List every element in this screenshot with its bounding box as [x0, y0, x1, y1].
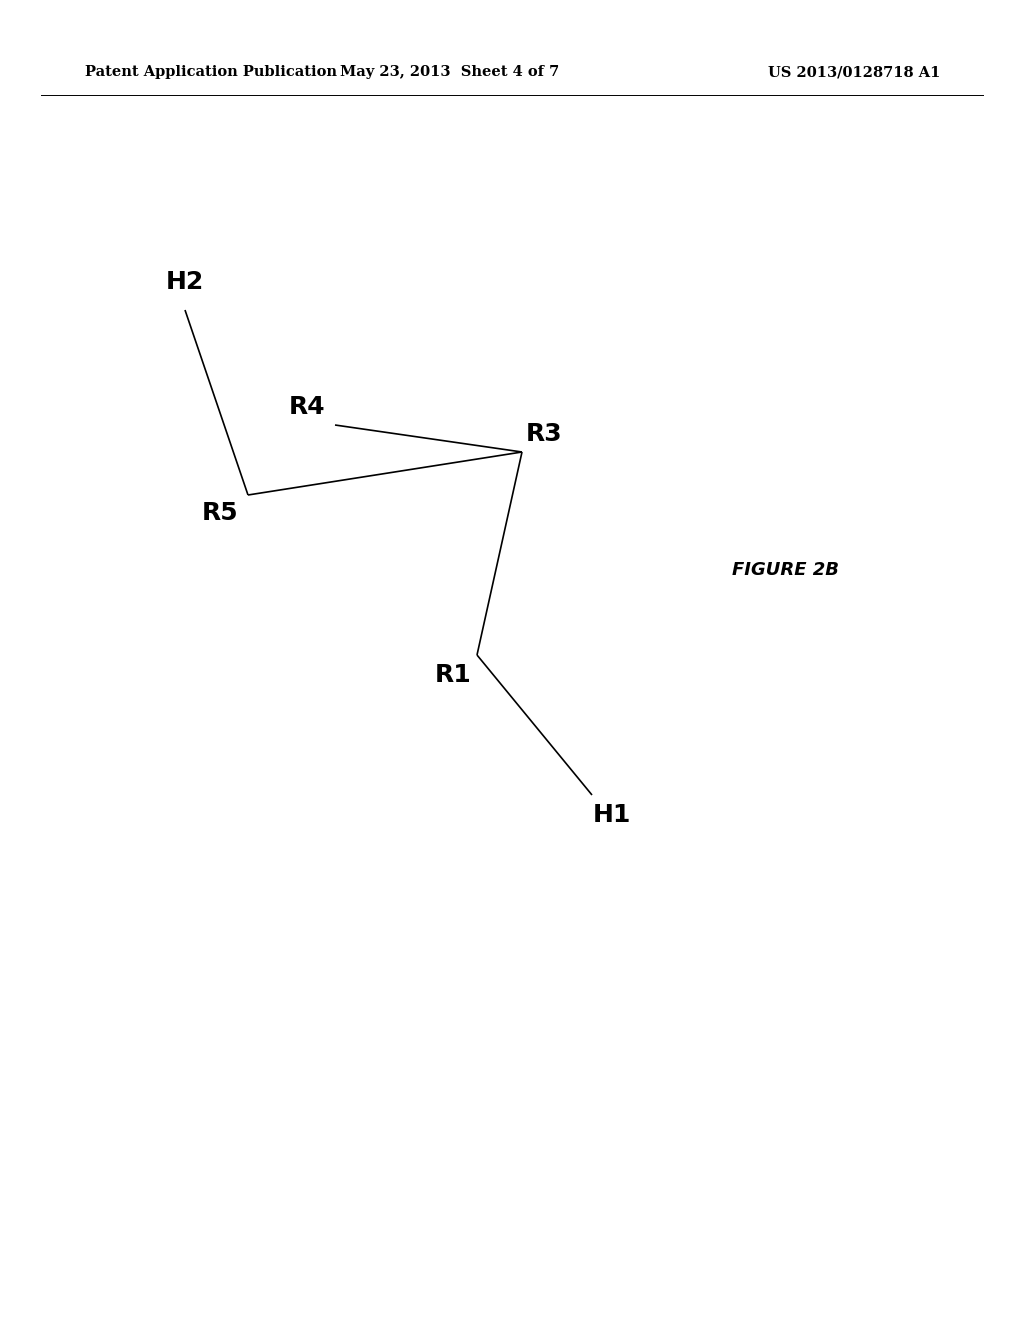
Text: Patent Application Publication: Patent Application Publication	[85, 65, 337, 79]
Text: R4: R4	[289, 395, 326, 418]
Text: US 2013/0128718 A1: US 2013/0128718 A1	[768, 65, 940, 79]
Text: H1: H1	[593, 803, 631, 828]
Text: May 23, 2013  Sheet 4 of 7: May 23, 2013 Sheet 4 of 7	[340, 65, 560, 79]
Text: H2: H2	[166, 271, 204, 294]
Text: FIGURE 2B: FIGURE 2B	[731, 561, 839, 579]
Text: R5: R5	[202, 502, 239, 525]
Text: R1: R1	[434, 663, 471, 686]
Text: R3: R3	[525, 422, 562, 446]
